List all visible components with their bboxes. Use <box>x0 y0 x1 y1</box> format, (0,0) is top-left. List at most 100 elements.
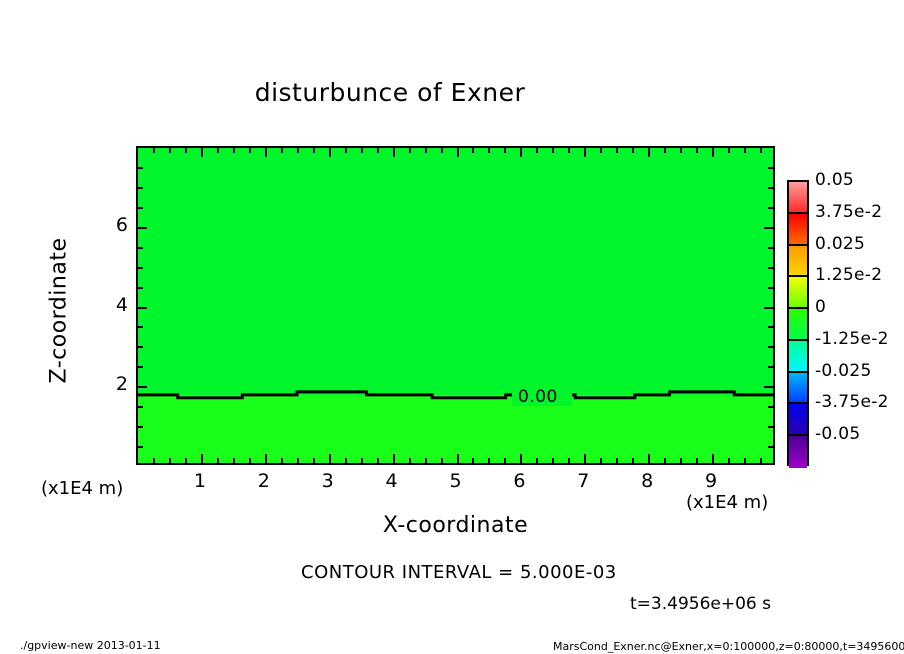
colorbar-band <box>789 436 807 468</box>
x-axis-tick-bottom <box>584 454 587 463</box>
x-axis-tick-bottom <box>248 458 251 463</box>
y-axis-tick-right <box>768 426 773 429</box>
x-axis-tick-bottom <box>536 458 539 463</box>
x-axis-tick-bottom <box>408 458 411 463</box>
x-axis-tick-top <box>520 148 523 157</box>
colorbar-tick-label: -0.05 <box>815 424 861 445</box>
x-axis-tick-top <box>600 148 603 153</box>
x-axis-tick-top <box>152 148 155 153</box>
x-axis-tick-top <box>472 148 475 153</box>
y-axis-tick-left <box>138 246 143 249</box>
colorbar-tick-label: 1.25e-2 <box>815 265 883 286</box>
field-fill-lower <box>138 395 773 463</box>
x-axis-tick-top <box>504 148 507 153</box>
colorbar-tick-label: 3.75e-2 <box>815 201 883 222</box>
y-axis-tick-left <box>138 166 143 169</box>
x-axis-tick-bottom <box>760 458 763 463</box>
colorbar-band <box>789 213 807 246</box>
colorbar-tick-label: 0 <box>815 297 827 318</box>
x-axis-tick-bottom <box>712 454 715 463</box>
y-axis-tick-left <box>138 366 143 369</box>
contour-label-0: 0.00 <box>518 387 558 407</box>
x-axis-tick-top <box>264 148 267 157</box>
colorbar-tick-label: 0.025 <box>815 233 866 254</box>
x-axis-tick-top <box>680 148 683 153</box>
x-axis-tick-top <box>344 148 347 153</box>
y-axis-tick-left <box>138 406 143 409</box>
x-tick-label: 4 <box>385 470 398 492</box>
x-axis-tick-top <box>760 148 763 153</box>
contour-interval-annotation: CONTOUR INTERVAL = 5.000E-03 <box>301 562 617 583</box>
x-tick-label: 5 <box>449 470 462 492</box>
x-axis-tick-bottom <box>360 458 363 463</box>
x-axis-tick-top <box>200 148 203 157</box>
x-axis-tick-bottom <box>472 458 475 463</box>
x-axis-tick-bottom <box>456 454 459 463</box>
x-axis-tick-top <box>328 148 331 157</box>
y-tick-label: 6 <box>115 213 128 236</box>
colorbar-tick-label: -1.25e-2 <box>815 328 889 349</box>
y-axis-tick-right <box>768 346 773 349</box>
x-axis-tick-top <box>728 148 731 153</box>
x-axis-tick-bottom <box>744 458 747 463</box>
x-axis-tick-top <box>456 148 459 157</box>
x-axis-tick-top <box>584 148 587 157</box>
y-axis-tick-right <box>768 366 773 369</box>
footer-command-label: ./gpview-new 2013-01-11 <box>20 639 161 652</box>
x-axis-tick-bottom <box>344 458 347 463</box>
x-axis-tick-top <box>568 148 571 153</box>
x-axis-tick-bottom <box>680 458 683 463</box>
x-axis-tick-top <box>392 148 395 157</box>
x-axis-tick-top <box>408 148 411 153</box>
colorbar-tick-label: -3.75e-2 <box>815 392 889 413</box>
x-axis-tick-top <box>440 148 443 153</box>
x-axis-tick-bottom <box>664 458 667 463</box>
x-axis-tick-top <box>648 148 651 157</box>
x-axis-tick-bottom <box>200 454 203 463</box>
x-axis-tick-top <box>232 148 235 153</box>
y-axis-tick-left <box>138 326 143 329</box>
x-axis-tick-top <box>424 148 427 153</box>
colorbar-tick-label: -0.025 <box>815 360 872 381</box>
colorbar-tick-label: 0.05 <box>815 170 855 190</box>
x-axis-tick-top <box>664 148 667 153</box>
y-axis-tick-right <box>768 406 773 409</box>
y-axis-tick-left <box>138 186 143 189</box>
contour-layer <box>138 390 773 400</box>
y-axis-tick-right <box>768 186 773 189</box>
x-axis-tick-top <box>536 148 539 153</box>
y-axis-tick-left <box>138 386 147 389</box>
x-axis-tick-bottom <box>424 458 427 463</box>
x-tick-label: 9 <box>705 470 718 492</box>
time-stamp-annotation: t=3.4956e+06 s <box>630 594 771 614</box>
y-axis-tick-right <box>768 326 773 329</box>
y-axis-tick-right <box>764 306 773 309</box>
y-axis-tick-right <box>764 226 773 229</box>
x-axis-tick-top <box>184 148 187 153</box>
x-axis-tick-bottom <box>392 454 395 463</box>
x-axis-tick-bottom <box>728 458 731 463</box>
x-unit-label-left: (x1E4 m) <box>41 478 124 499</box>
y-axis-tick-left <box>138 286 143 289</box>
y-axis-tick-right <box>768 446 773 449</box>
x-axis-tick-bottom <box>616 458 619 463</box>
x-axis-tick-bottom <box>216 458 219 463</box>
y-axis-tick-right <box>768 206 773 209</box>
y-axis-tick-right <box>768 266 773 269</box>
x-axis-tick-bottom <box>632 458 635 463</box>
footer-source-label: MarsCond_Exner.nc@Exner,x=0:100000,z=0:8… <box>553 640 904 653</box>
x-axis-tick-bottom <box>312 458 315 463</box>
colorbar-band <box>789 340 807 373</box>
x-axis-tick-top <box>376 148 379 153</box>
x-axis-tick-top <box>712 148 715 157</box>
contour-label-background <box>512 388 572 406</box>
x-axis-tick-top <box>616 148 619 153</box>
y-axis-tick-left <box>138 426 143 429</box>
plot-area: 0.00 <box>136 146 775 465</box>
y-tick-label: 4 <box>115 293 128 316</box>
y-axis-tick-left <box>138 346 143 349</box>
x-axis-tick-top <box>552 148 555 153</box>
contour-line-0 <box>138 390 773 400</box>
x-axis-tick-top <box>248 148 251 153</box>
colorbar-band <box>789 277 807 310</box>
